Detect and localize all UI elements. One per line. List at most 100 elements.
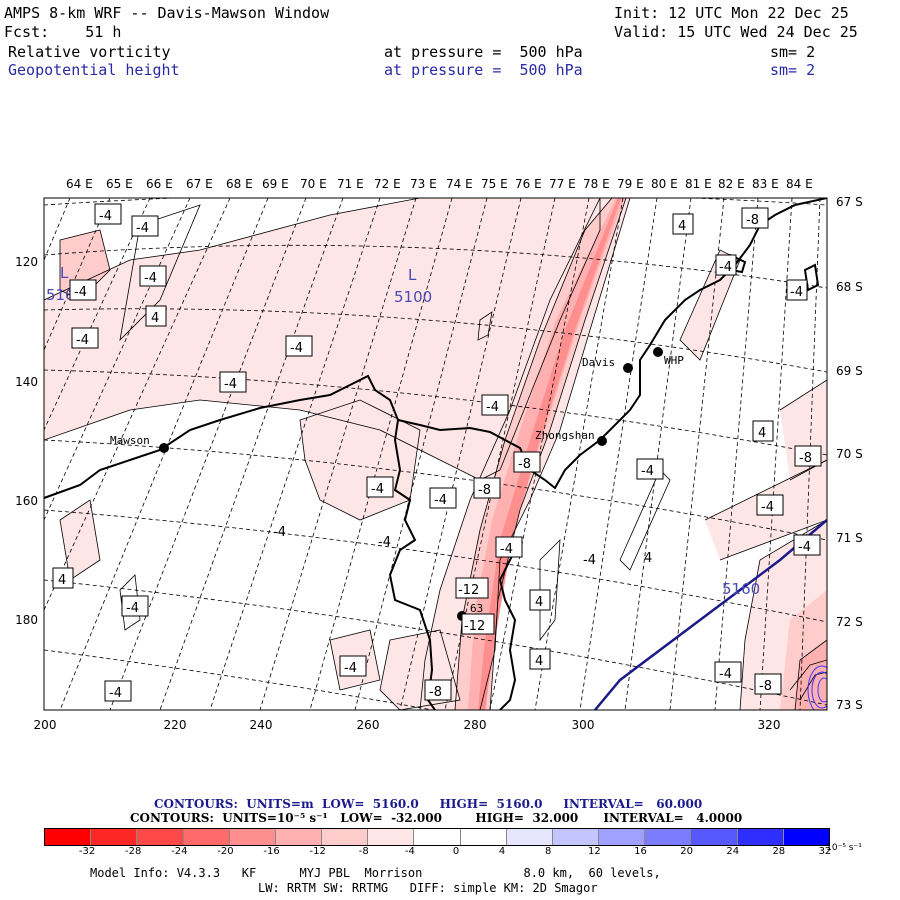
field1-name: Relative vorticity [8, 43, 171, 61]
y-tick-label: 180 [15, 613, 38, 627]
lon-label: 79 E [617, 177, 644, 191]
svg-text:-4: -4 [371, 482, 384, 497]
model-physics: LW: RRTM SW: RRTMG DIFF: simple KM: 2D S… [258, 881, 598, 895]
contour-label: -4 [104, 680, 132, 702]
contour-label: -8 [754, 673, 782, 695]
contour-label: -4 [71, 327, 99, 349]
contour-label: -4 [94, 203, 122, 225]
low-marker: L [60, 264, 69, 282]
x-tick-label: 320 [757, 718, 781, 732]
svg-text:-8: -8 [429, 685, 442, 700]
contour-label: -8 [424, 679, 452, 701]
lon-label: 73 E [410, 177, 437, 191]
contour-label: -4 [715, 254, 737, 276]
colorbar-swatch [91, 829, 138, 845]
svg-text:4: 4 [644, 551, 652, 566]
lon-label: 71 E [337, 177, 364, 191]
svg-text:-8: -8 [746, 213, 759, 228]
lat-label: 67 S [836, 195, 863, 209]
colorbar-swatch [275, 829, 323, 845]
svg-text:-4: -4 [719, 667, 732, 682]
colorbar [44, 828, 830, 846]
valid-time: Valid: 15 UTC Wed 24 Dec 25 [614, 23, 858, 41]
colorbar-label: 24 [726, 846, 740, 857]
colorbar-label: 4 [498, 846, 506, 857]
lat-label: 68 S [836, 280, 863, 294]
lon-label: 70 E [300, 177, 327, 191]
colorbar-label: 0 [452, 846, 460, 857]
contour-label: -8 [513, 451, 541, 473]
svg-text:-4: -4 [761, 500, 774, 515]
colorbar-swatch [506, 829, 553, 845]
init-time: Init: 12 UTC Mon 22 Dec 25 [614, 4, 849, 22]
contour-label: -12 [461, 613, 495, 635]
svg-text:-4: -4 [344, 661, 357, 676]
contour-label: 4 [644, 551, 652, 566]
colorbar-label: -32 [78, 846, 96, 857]
lon-label: 68 E [226, 177, 253, 191]
svg-text:-4: -4 [136, 221, 149, 236]
colorbar-label: -8 [358, 846, 369, 857]
low-marker: L [408, 266, 417, 284]
svg-text:-4: -4 [500, 542, 513, 557]
lon-label: 78 E [583, 177, 610, 191]
colorbar-label: 28 [772, 846, 786, 857]
lon-label: 82 E [718, 177, 745, 191]
lon-label: 65 E [106, 177, 133, 191]
contour-label: -4 [219, 371, 247, 393]
svg-text:-4: -4 [74, 285, 87, 300]
station-dot-63 [457, 611, 467, 621]
contour-label: -4 [121, 595, 149, 617]
svg-text:-4: -4 [224, 377, 237, 392]
low-value: 5102 [46, 286, 84, 304]
colorbar-swatch [45, 829, 92, 845]
colorbar-label: -20 [217, 846, 234, 857]
svg-text:-4: -4 [790, 285, 803, 300]
colorbar-label: -12 [309, 846, 326, 857]
svg-text:-4: -4 [378, 535, 391, 550]
contour-label: -4 [495, 536, 523, 558]
geopotential-contour-5160 [594, 519, 827, 710]
field2-level: at pressure = 500 hPa [384, 61, 583, 79]
lat-label: 69 S [836, 364, 863, 378]
map-frame [43, 197, 828, 711]
lat-label: 71 S [836, 531, 863, 545]
colorbar-swatch [229, 829, 276, 845]
colorbar-swatch [783, 829, 829, 845]
contour-label: -4 [139, 265, 167, 287]
svg-text:-4: -4 [641, 464, 654, 479]
svg-text:-12: -12 [464, 619, 485, 634]
contour-label-5160: 5160 [722, 580, 760, 598]
vorticity-contours [44, 198, 827, 710]
contour-label: -4 [285, 335, 313, 357]
lat-label: 70 S [836, 447, 863, 461]
x-tick-label: 300 [571, 718, 595, 732]
svg-text:-4: -4 [583, 553, 596, 568]
colorbar-swatch [368, 829, 415, 845]
station-markers [159, 347, 663, 621]
svg-text:-8: -8 [759, 679, 772, 694]
lon-label: 84 E [786, 177, 813, 191]
lon-label: 67 E [186, 177, 213, 191]
colorbar-swatch [414, 829, 461, 845]
svg-text:-4: -4 [273, 525, 286, 540]
svg-text:-4: -4 [719, 260, 732, 275]
contour-label: -4 [69, 279, 97, 301]
field1-smoothing: sm= 2 [770, 43, 816, 61]
contour-label: -4 [583, 553, 596, 568]
station-dot-davis [623, 363, 633, 373]
x-tick-label: 240 [249, 718, 273, 732]
svg-text:4: 4 [758, 426, 766, 441]
station-dot-whp [653, 347, 663, 357]
colorbar-swatch [645, 829, 692, 845]
lon-label: 72 E [374, 177, 401, 191]
svg-text:-4: -4 [76, 333, 89, 348]
svg-text:4: 4 [535, 595, 543, 610]
contour-label: 4 [672, 213, 694, 235]
station-dot-mawson [159, 443, 169, 453]
colorbar-swatch [322, 829, 369, 845]
contour-label: -4 [273, 525, 286, 540]
svg-text:-4: -4 [434, 493, 447, 508]
lon-label: 83 E [752, 177, 779, 191]
y-tick-label: 140 [15, 375, 38, 389]
